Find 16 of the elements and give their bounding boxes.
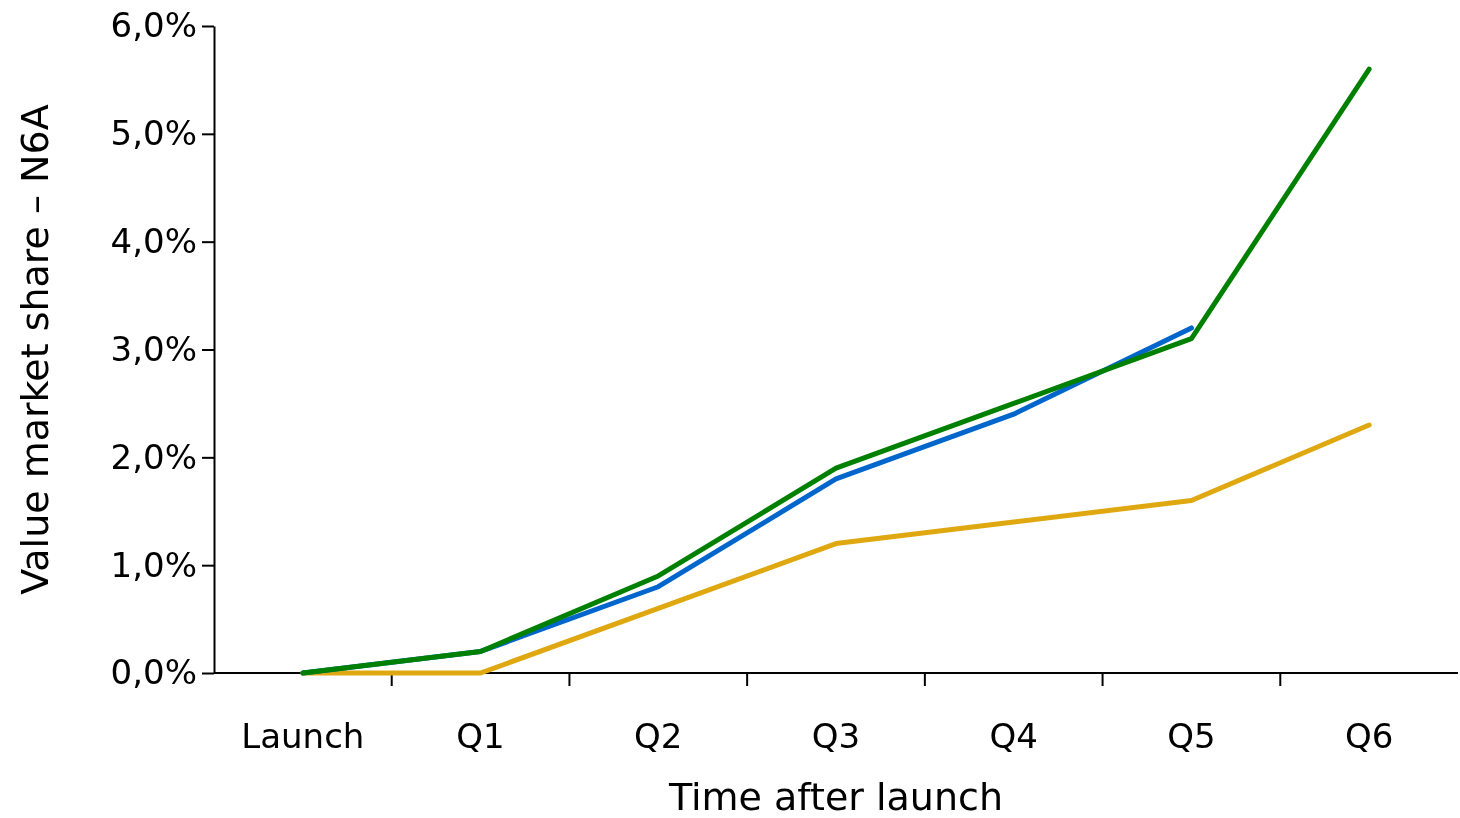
x-tick-label: Q3 [811, 716, 861, 756]
y-tick-label: 6,0% [110, 5, 197, 46]
y-tick-label: 5,0% [110, 113, 197, 154]
y-tick-label: 0,0% [110, 652, 197, 693]
y-tick-label: 2,0% [110, 436, 197, 477]
x-tick-label: Q4 [989, 716, 1038, 756]
x-tick-label: Q2 [634, 716, 683, 756]
x-tick-label: Q5 [1167, 716, 1216, 756]
x-tick-label: Q6 [1344, 716, 1394, 756]
y-axis-title: Value market share – N6A [13, 104, 57, 595]
x-tick-label: Launch [241, 716, 365, 756]
x-tick-label: Q1 [456, 716, 505, 756]
y-tick-label: 3,0% [110, 328, 197, 369]
y-tick-label: 1,0% [110, 544, 197, 585]
y-tick-label: 4,0% [110, 221, 197, 262]
x-axis-title: Time after launch [667, 775, 1004, 818]
